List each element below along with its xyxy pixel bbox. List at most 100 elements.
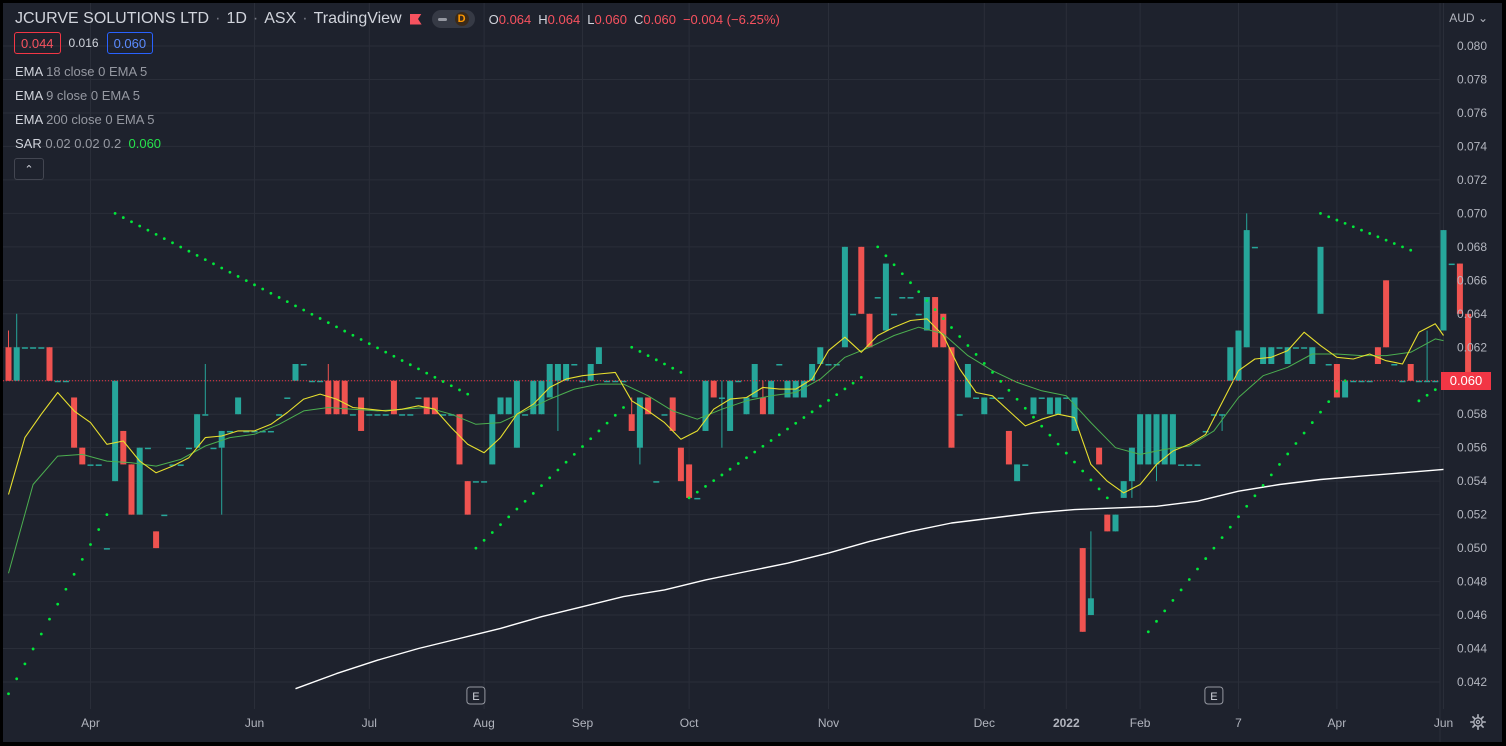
candle-body [874, 297, 881, 299]
candle-body [300, 364, 307, 366]
sar-dot [400, 359, 404, 362]
candle-body [915, 313, 922, 316]
candle-body [177, 464, 184, 466]
candle [850, 313, 857, 316]
candle [1424, 330, 1431, 383]
candle-body [1456, 263, 1463, 314]
sar-dot [1105, 496, 1109, 500]
sar-dot [1368, 232, 1372, 235]
exchange-label: ASX [264, 10, 297, 27]
candle [497, 397, 504, 415]
y-tick-label: 0.044 [1457, 642, 1487, 656]
y-tick-label: 0.064 [1457, 307, 1487, 321]
candle [456, 414, 463, 465]
candle-body [981, 397, 988, 415]
sar-dot [417, 367, 420, 371]
candle-body [1161, 414, 1168, 465]
sar-dot [48, 617, 51, 621]
candle-body [1071, 397, 1078, 431]
y-tick-label: 0.078 [1457, 72, 1487, 86]
collapse-legend-button[interactable]: ⌃ [14, 158, 44, 180]
alert-flag-icon[interactable] [409, 13, 422, 25]
sar-dot [425, 371, 429, 375]
indicator-ema-18[interactable]: EMA 18 close 0 EMA 5 [15, 64, 148, 79]
indicator-ema-200[interactable]: EMA 200 close 0 EMA 5 [15, 112, 155, 127]
x-tick-label: 7 [1235, 716, 1242, 730]
sar-dot [466, 392, 470, 396]
candle-body [809, 364, 816, 381]
candle-body [1120, 481, 1127, 498]
x-tick-label: Apr [81, 716, 100, 730]
sell-button[interactable]: 0.044 [14, 32, 61, 54]
candle [743, 397, 750, 415]
candle [1415, 380, 1422, 383]
candle [120, 430, 127, 465]
candle [636, 397, 643, 465]
candle-body [923, 297, 930, 331]
candle [177, 464, 184, 466]
candle-body [1030, 397, 1037, 415]
currency-label[interactable]: AUD ⌄ [1449, 11, 1488, 25]
sar-dot [1032, 415, 1035, 419]
x-tick-label: 2022 [1053, 716, 1080, 730]
candle-body [940, 313, 947, 348]
candle [956, 414, 963, 416]
candle-body [850, 313, 857, 316]
candle-body [5, 347, 12, 381]
candle-body [1202, 430, 1209, 433]
candle-body [1063, 397, 1070, 399]
chart-container[interactable]: 0.042 0.044 0.046 0.048 0.050 0.052 0.054 0.056… [3, 3, 1502, 742]
candle [661, 414, 668, 416]
candle-body [161, 514, 168, 517]
candle [1038, 397, 1045, 399]
buy-button[interactable]: 0.060 [106, 32, 154, 54]
candle-body [423, 397, 430, 415]
sar-dot [1335, 389, 1339, 393]
sar-dot [499, 523, 502, 527]
sar-dot [1155, 619, 1158, 623]
candle-body [1432, 380, 1439, 383]
candle [1063, 397, 1070, 399]
sar-dot [917, 290, 921, 294]
candle [440, 414, 447, 416]
symbol-name[interactable]: JCURVE SOLUTIONS LTD [15, 10, 210, 27]
sar-dot [638, 350, 642, 353]
y-tick-label: 0.050 [1457, 541, 1487, 555]
candle-body [645, 397, 652, 415]
sar-dot [1278, 463, 1281, 466]
candle-body [144, 447, 151, 450]
indicator-sar[interactable]: SAR 0.02 0.02 0.2 0.060 [15, 136, 162, 151]
candle [1071, 397, 1078, 431]
candle-body [128, 464, 135, 515]
price-axis: 0.042 0.044 0.046 0.048 0.050 0.052 0.054 0.056… [1457, 39, 1487, 689]
candle-body [349, 414, 356, 416]
candle-body [1104, 514, 1111, 532]
market-status-pill[interactable]: D [431, 10, 475, 28]
settings-gear-icon[interactable] [1470, 714, 1486, 730]
sar-dot [646, 354, 650, 358]
candle [13, 313, 20, 381]
candle [374, 414, 381, 416]
candle [202, 364, 209, 416]
sar-dot [556, 468, 560, 472]
sar-dot [679, 370, 683, 374]
sar-dot [212, 262, 215, 266]
y-tick-label: 0.068 [1457, 240, 1487, 254]
candle [464, 481, 471, 515]
candle-body [1219, 414, 1226, 416]
candle-body [620, 380, 627, 383]
sar-dot [564, 460, 568, 464]
indicator-ema-9[interactable]: EMA 9 close 0 EMA 5 [15, 88, 141, 103]
sar-dot [482, 538, 486, 542]
candle-body [1194, 464, 1201, 466]
sar-dot [105, 513, 109, 517]
sar-dot [1146, 630, 1150, 634]
sar-dot [933, 308, 937, 312]
price-chart[interactable]: 0.042 0.044 0.046 0.048 0.050 0.052 0.054 0.056… [3, 3, 1502, 742]
candle [1342, 380, 1349, 398]
candle [1350, 380, 1357, 383]
candle-body [522, 414, 529, 416]
candle [472, 481, 479, 483]
candle [300, 364, 307, 366]
interval-label[interactable]: 1D [226, 10, 247, 27]
